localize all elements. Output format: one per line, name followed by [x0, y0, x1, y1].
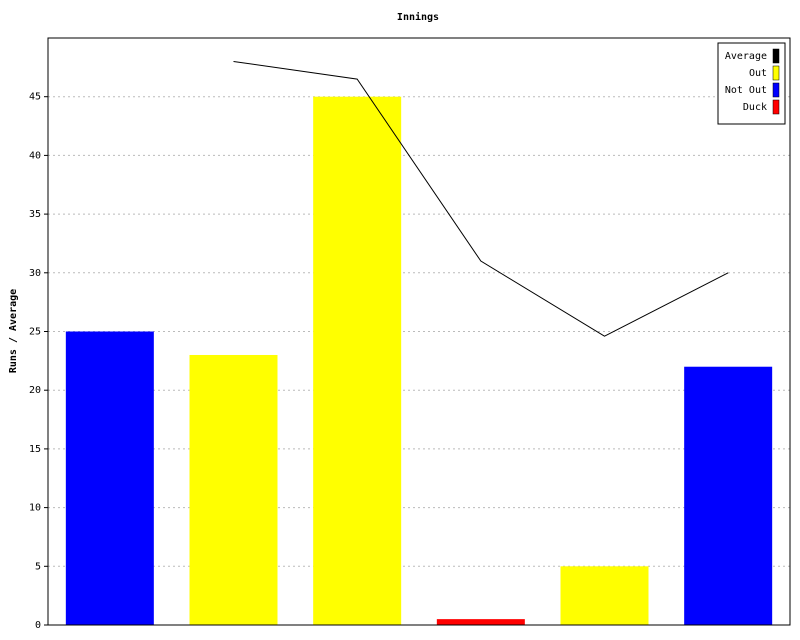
legend-label: Duck — [743, 102, 767, 113]
y-tick-label: 0 — [35, 620, 41, 631]
y-tick-label: 15 — [29, 444, 41, 455]
legend-swatch — [772, 82, 780, 98]
average-line — [233, 60, 729, 337]
bar — [65, 331, 154, 625]
bar — [436, 619, 525, 625]
y-tick-label: 20 — [29, 385, 41, 396]
bar — [189, 354, 278, 625]
legend-label: Not Out — [725, 85, 767, 96]
legend-label: Average — [725, 51, 767, 62]
chart-title: Innings — [397, 11, 439, 23]
y-tick-label: 30 — [29, 268, 41, 279]
y-axis-label: Runs / Average — [8, 289, 19, 373]
legend-swatch — [772, 48, 780, 64]
bar — [684, 366, 773, 625]
bar — [313, 96, 402, 625]
y-tick-label: 45 — [29, 92, 41, 103]
y-tick-label: 10 — [29, 503, 41, 514]
y-tick-label: 25 — [29, 327, 41, 338]
plot-frame — [47, 37, 791, 626]
y-tick-label: 35 — [29, 209, 41, 220]
legend-label: Out — [749, 68, 767, 79]
legend-swatch — [772, 65, 780, 81]
legend-swatch — [772, 99, 780, 115]
bar — [560, 566, 649, 625]
y-tick-label: 5 — [35, 561, 41, 572]
y-tick-label: 40 — [29, 150, 41, 161]
